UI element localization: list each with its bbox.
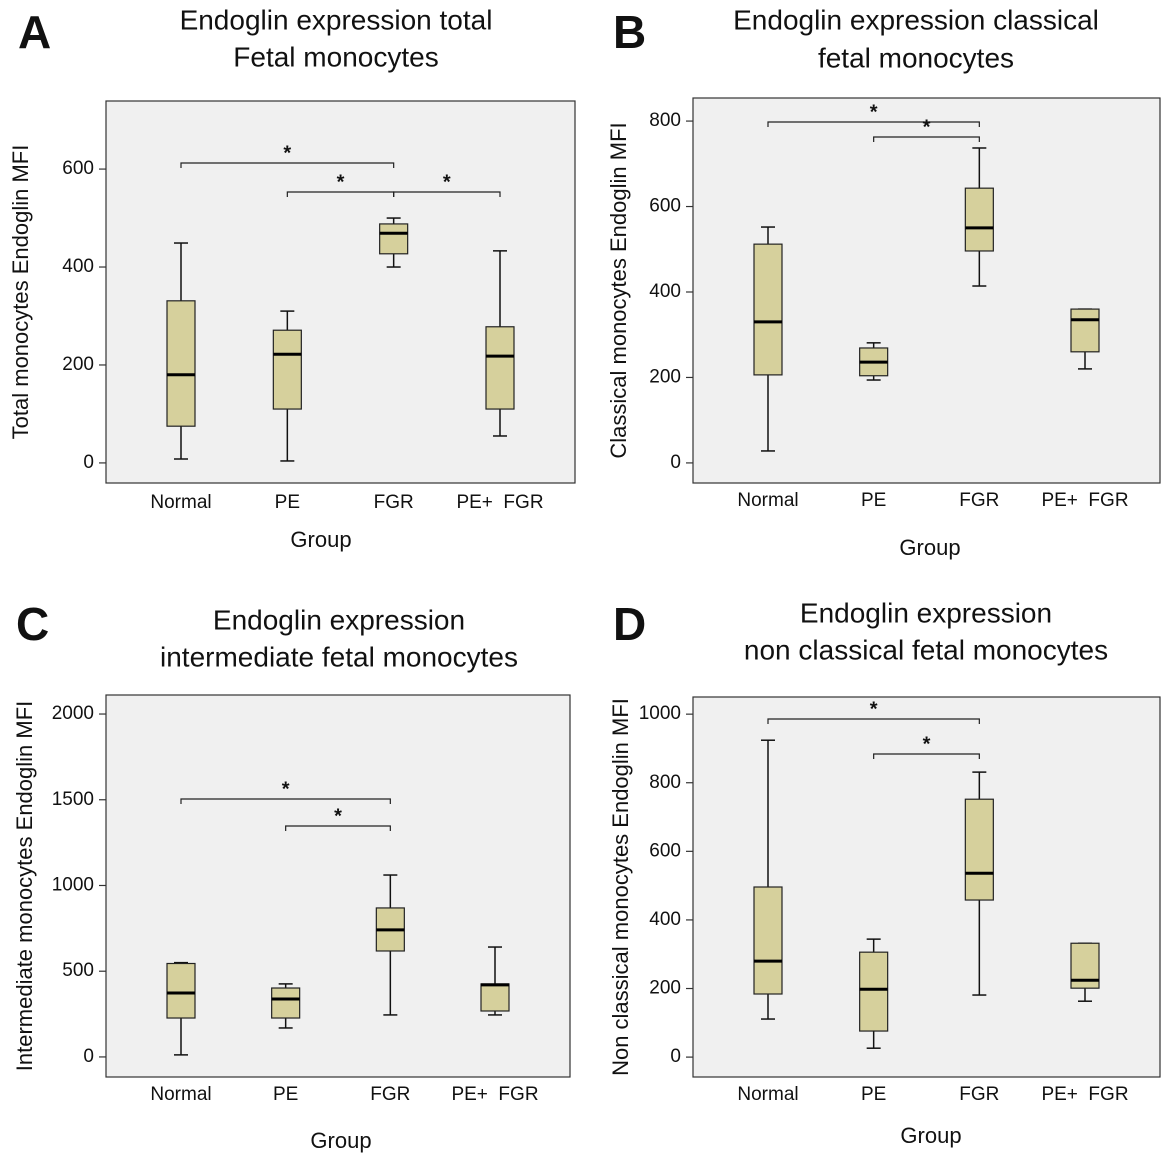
significance-bracket <box>285 825 391 831</box>
box <box>964 187 994 252</box>
x-tick-label: PE+ FGR <box>1041 1084 1128 1105</box>
significance-bracket <box>180 798 391 804</box>
y-axis-label: Intermediate monocytes Endoglin MFI <box>12 701 37 1072</box>
chart-title: Endoglin expression total <box>180 4 493 35</box>
x-tick-label: PE+ FGR <box>456 492 543 513</box>
box <box>964 798 994 901</box>
x-tick-label: Normal <box>737 490 798 511</box>
y-tick-label: 600 <box>649 196 681 217</box>
chart-title: non classical fetal monocytes <box>744 634 1108 665</box>
significance-label: * <box>870 101 878 123</box>
y-tick-label: 0 <box>670 1046 681 1067</box>
significance-bracket <box>767 718 980 724</box>
chart-title: Endoglin expression classical <box>733 4 1099 35</box>
x-tick-label: PE+ FGR <box>451 1084 538 1105</box>
chart-title: intermediate fetal monocytes <box>160 641 518 672</box>
significance-label: * <box>923 733 931 755</box>
significance-label: * <box>923 116 931 138</box>
x-axis-label: Group <box>310 1128 371 1153</box>
x-tick-label: PE <box>273 1084 298 1105</box>
y-tick-label: 400 <box>649 281 681 302</box>
y-tick-label: 200 <box>649 978 681 999</box>
x-tick-label: FGR <box>959 1084 999 1105</box>
box <box>166 300 196 427</box>
panel-letter: C <box>16 598 49 650</box>
y-tick-label: 400 <box>62 256 94 277</box>
box <box>485 326 515 410</box>
y-tick-label: 2000 <box>52 703 94 724</box>
y-tick-label: 800 <box>649 772 681 793</box>
panel-letter: D <box>613 598 646 650</box>
y-tick-label: 600 <box>649 840 681 861</box>
y-tick-label: 500 <box>62 960 94 981</box>
x-axis-label: Group <box>290 527 351 552</box>
x-tick-label: FGR <box>374 492 414 513</box>
y-axis-label: Total monocytes Endoglin MFI <box>8 145 33 440</box>
y-tick-label: 0 <box>670 452 681 473</box>
significance-bracket <box>767 121 980 127</box>
significance-bracket <box>393 191 501 197</box>
plot-area <box>105 694 571 1078</box>
x-tick-label: Normal <box>737 1084 798 1105</box>
significance-label: * <box>283 142 291 164</box>
box <box>859 951 889 1032</box>
x-axis-label: Group <box>900 1123 961 1148</box>
panel-letter: A <box>18 6 51 58</box>
box <box>379 223 409 255</box>
x-tick-label: Normal <box>150 1084 211 1105</box>
x-tick-label: PE <box>275 492 300 513</box>
y-tick-label: 0 <box>83 1046 94 1067</box>
significance-label: * <box>334 805 342 827</box>
chart-title: fetal monocytes <box>818 42 1014 73</box>
chart-title: Endoglin expression <box>800 597 1052 628</box>
y-tick-label: 600 <box>62 158 94 179</box>
y-tick-label: 200 <box>62 354 94 375</box>
panel-letter: B <box>613 6 646 58</box>
x-axis-label: Group <box>899 535 960 560</box>
y-tick-label: 0 <box>83 452 94 473</box>
y-tick-label: 400 <box>649 909 681 930</box>
y-tick-label: 200 <box>649 366 681 387</box>
significance-bracket <box>180 162 395 168</box>
significance-bracket <box>873 136 980 142</box>
y-axis-label: Non classical monocytes Endoglin MFI <box>608 698 633 1076</box>
x-tick-label: PE+ FGR <box>1041 490 1128 511</box>
x-tick-label: PE <box>861 490 886 511</box>
significance-label: * <box>443 171 451 193</box>
box <box>271 987 301 1019</box>
y-axis-label: Classical monocytes Endoglin MFI <box>606 122 631 458</box>
y-tick-label: 800 <box>649 110 681 131</box>
significance-label: * <box>870 698 878 720</box>
y-tick-label: 1000 <box>639 703 681 724</box>
significance-bracket <box>873 753 980 759</box>
x-tick-label: Normal <box>150 492 211 513</box>
chart-title: Endoglin expression <box>213 604 465 635</box>
x-tick-label: FGR <box>370 1084 410 1105</box>
box <box>272 329 302 410</box>
box <box>753 243 783 376</box>
y-tick-label: 1500 <box>52 789 94 810</box>
x-tick-label: FGR <box>959 490 999 511</box>
significance-label: * <box>282 778 290 800</box>
box <box>166 962 196 1019</box>
y-tick-label: 1000 <box>52 875 94 896</box>
box <box>480 983 510 1012</box>
x-tick-label: PE <box>861 1084 886 1105</box>
box <box>753 886 783 995</box>
significance-label: * <box>337 171 345 193</box>
box <box>1070 308 1100 353</box>
chart-title: Fetal monocytes <box>233 41 438 72</box>
